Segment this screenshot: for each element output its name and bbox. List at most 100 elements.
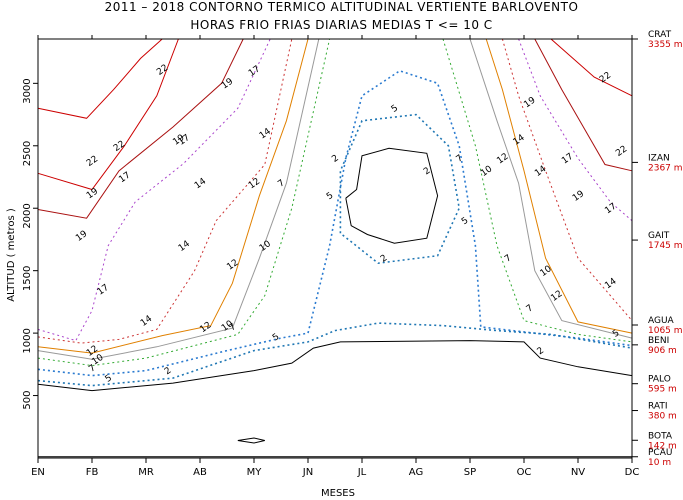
contour-label-10-34: 10 xyxy=(539,264,554,279)
contour-line-19-4 xyxy=(534,38,633,172)
contour-label-22-1: 22 xyxy=(85,154,100,169)
contour-label-7-38: 7 xyxy=(455,153,465,164)
contour-line-2-16 xyxy=(37,322,633,387)
contour-label-19-9: 19 xyxy=(522,95,537,110)
x-tick-label-en: EN xyxy=(31,467,45,478)
contour-label-17-15: 17 xyxy=(560,152,575,167)
contour-label-12-26: 12 xyxy=(225,258,240,273)
contour-line-0-20 xyxy=(237,437,265,444)
station-name-palo: PALO xyxy=(648,375,671,385)
contour-line-19-3 xyxy=(37,38,244,219)
y-tick-label-1500: 1500 xyxy=(22,266,33,291)
contour-label-19-10: 19 xyxy=(571,189,586,204)
x-tick-label-my: MY xyxy=(247,467,263,478)
x-axis-label: MESES xyxy=(321,488,355,499)
contour-label-22-0: 22 xyxy=(112,139,127,154)
contour-label-17-14: 17 xyxy=(247,64,262,79)
contour-label-5-45: 5 xyxy=(460,216,470,227)
station-altitude-bota: 142 m xyxy=(648,441,677,451)
chart-title: 2011 – 2018 CONTORNO TERMICO ALTITUDINAL… xyxy=(104,0,579,14)
contour-label-5-43: 5 xyxy=(325,191,335,202)
station-altitude-pcau: 10 m xyxy=(648,458,671,468)
contour-label-2-47: 2 xyxy=(163,366,173,377)
x-tick-label-fb: FB xyxy=(86,467,99,478)
contour-label-22-2: 22 xyxy=(614,144,629,159)
station-altitude-rati: 380 m xyxy=(648,412,677,422)
y-tick-label-500: 500 xyxy=(22,391,33,410)
contour-label-14-22: 14 xyxy=(533,164,548,179)
contour-label-14-17: 14 xyxy=(139,314,154,329)
contour-label-19-6: 19 xyxy=(85,186,100,201)
x-tick-label-oc: OC xyxy=(517,467,532,478)
contour-line-17-6 xyxy=(518,38,633,222)
y-tick-label-2500: 2500 xyxy=(22,141,33,166)
contour-label-19-5: 19 xyxy=(74,229,89,244)
contour-label-14-21: 14 xyxy=(512,133,527,148)
contour-label-19-8: 19 xyxy=(220,77,235,92)
station-altitude-beni: 906 m xyxy=(648,346,677,356)
x-tick-label-nv: NV xyxy=(571,467,585,478)
station-altitude-palo: 595 m xyxy=(648,385,677,395)
contour-label-14-19: 14 xyxy=(193,176,208,191)
contour-line-10-12 xyxy=(469,38,633,339)
station-name-izan: IZAN xyxy=(648,153,670,163)
y-tick-label-2000: 2000 xyxy=(22,203,33,228)
contour-label-14-23: 14 xyxy=(603,276,618,291)
contour-line-5-15 xyxy=(37,69,633,377)
contour-line-7-13 xyxy=(37,38,331,367)
y-tick-label-3000: 3000 xyxy=(22,78,33,103)
contour-label-17-11: 17 xyxy=(96,283,111,298)
contour-label-5-44: 5 xyxy=(390,103,400,114)
contour-label-5-42: 5 xyxy=(271,332,281,343)
contour-line-14-8 xyxy=(501,38,633,321)
contour-line-0-19 xyxy=(345,147,439,244)
contour-label-5-46: 5 xyxy=(611,328,621,339)
x-tick-label-dc: DC xyxy=(625,467,640,478)
contour-line-14-7 xyxy=(37,38,293,344)
contour-label-7-40: 7 xyxy=(525,303,535,314)
contour-label-14-18: 14 xyxy=(177,239,192,254)
contour-line-12-9 xyxy=(37,38,309,354)
station-name-gait: GAIT xyxy=(648,231,670,241)
contour-label-2-48: 2 xyxy=(330,153,340,164)
x-tick-label-ab: AB xyxy=(193,467,207,478)
contour-label-22-3: 22 xyxy=(598,71,613,86)
y-tick-label-1000: 1000 xyxy=(22,328,33,353)
contour-label-2-49: 2 xyxy=(379,253,389,264)
contour-label-7-36: 7 xyxy=(228,322,238,333)
contour-label-5-41: 5 xyxy=(104,373,114,384)
contour-line-22-0 xyxy=(37,38,163,119)
contour-label-17-12: 17 xyxy=(117,170,132,185)
x-tick-label-jn: JN xyxy=(302,467,313,478)
contour-line-12-10 xyxy=(485,38,633,334)
contour-label-7-37: 7 xyxy=(276,178,286,189)
contour-line-2-17 xyxy=(339,113,461,265)
station-altitude-agua: 1065 m xyxy=(648,326,683,336)
contour-label-2-51: 2 xyxy=(536,346,546,357)
contour-label-2-50: 2 xyxy=(422,166,432,177)
station-name-rati: RATI xyxy=(648,402,668,412)
station-altitude-izan: 2367 m xyxy=(648,163,683,173)
contour-line-22-2 xyxy=(550,38,633,97)
contour-label-7-35: 7 xyxy=(87,363,97,374)
station-name-agua: AGUA xyxy=(648,316,675,326)
contour-label-14-20: 14 xyxy=(258,127,273,142)
station-altitude-crat: 3355 m xyxy=(648,40,683,50)
chart-subtitle: HORAS FRIO FRIAS DIARIAS MEDIAS T <= 10 … xyxy=(190,18,493,32)
station-name-pcau: PCAU xyxy=(648,448,672,458)
contour-line-17-5 xyxy=(37,38,271,342)
station-name-bota: BOTA xyxy=(648,431,673,441)
station-name-beni: BENI xyxy=(648,336,669,346)
station-altitude-gait: 1745 m xyxy=(648,241,683,251)
station-name-crat: CRAT xyxy=(648,30,672,40)
contour-label-17-16: 17 xyxy=(603,202,618,217)
y-axis-label: ALTITUD ( metros ) xyxy=(6,208,17,302)
x-tick-label-ag: AG xyxy=(409,467,423,478)
contour-label-10-33: 10 xyxy=(479,164,494,179)
contour-label-7-39: 7 xyxy=(503,253,513,264)
x-tick-label-mr: MR xyxy=(138,467,154,478)
contour-label-10-32: 10 xyxy=(258,239,273,254)
x-tick-label-jl: JL xyxy=(357,467,367,478)
x-tick-label-sp: SP xyxy=(464,467,476,478)
